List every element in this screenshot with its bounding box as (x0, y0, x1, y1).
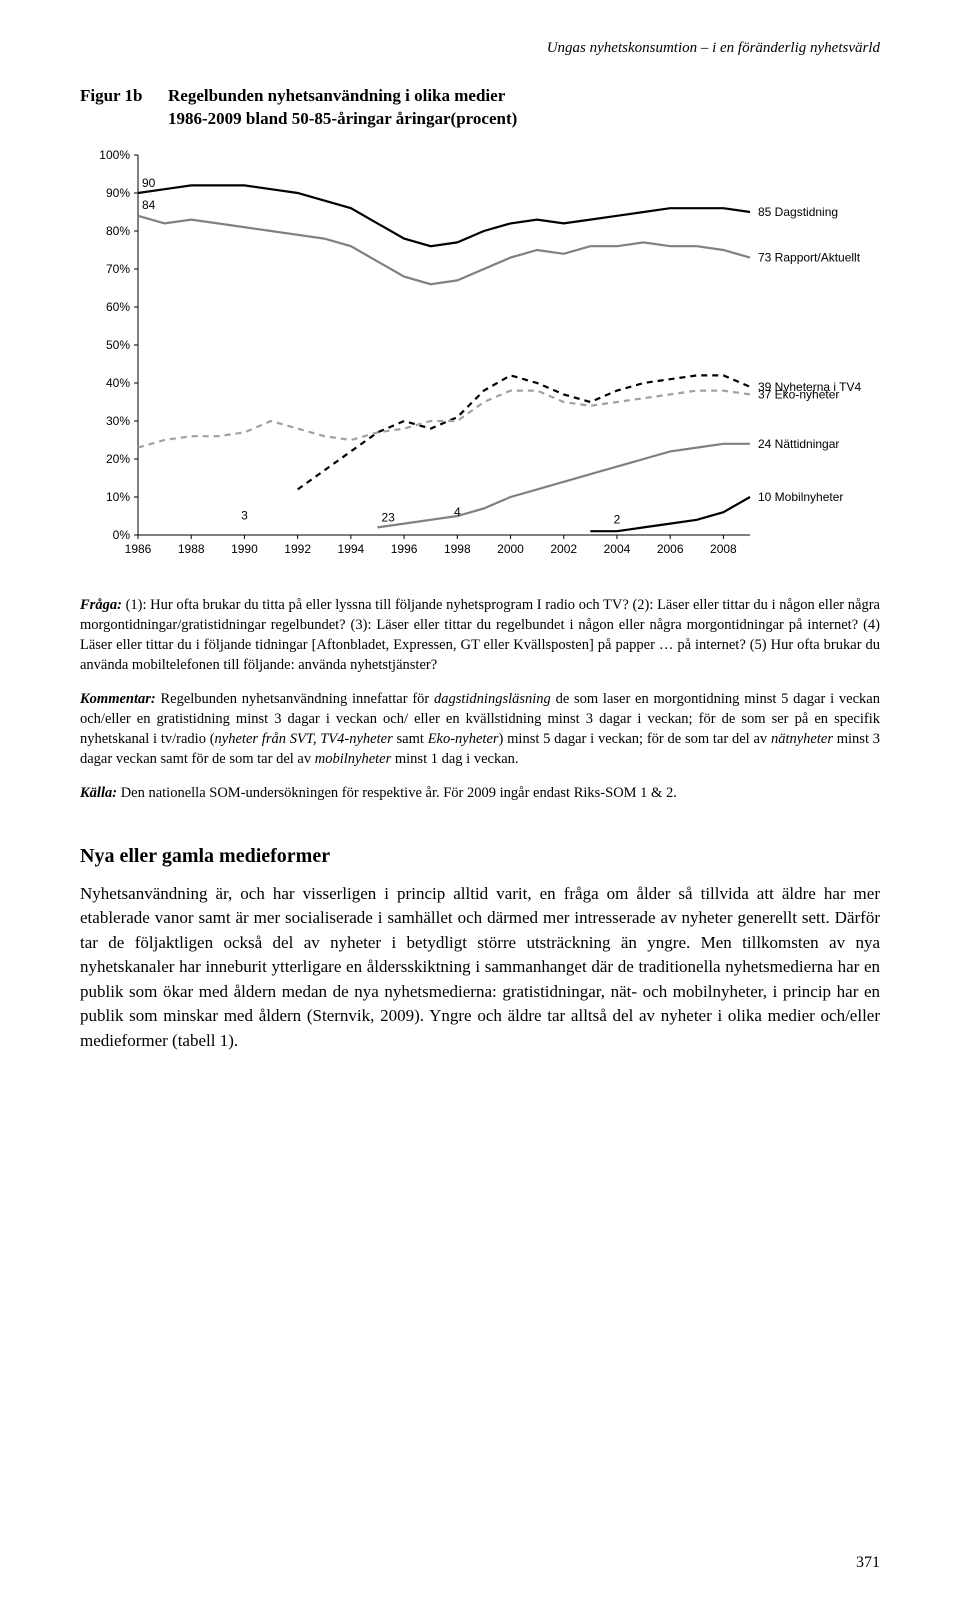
svg-text:2006: 2006 (657, 542, 684, 556)
kommentar-mid3: ) minst 5 dagar i veckan; för de som tar… (499, 731, 771, 747)
svg-text:23: 23 (381, 510, 395, 524)
svg-text:2: 2 (614, 512, 621, 526)
svg-text:2002: 2002 (550, 542, 577, 556)
svg-text:1992: 1992 (284, 542, 311, 556)
kommentar-i4: nätnyheter (771, 731, 833, 747)
svg-text:1998: 1998 (444, 542, 471, 556)
svg-text:1994: 1994 (338, 542, 365, 556)
svg-text:50%: 50% (106, 338, 130, 352)
line-chart: 0% 10% 20% 30% 40% 50% 60% 70% 80% 90% 100% 1986 198… (80, 145, 880, 575)
body-paragraph: Nyhetsanvändning är, och har visserligen… (80, 882, 880, 1053)
kommentar-pre: Regelbunden nyhetsanvändning innefattar … (156, 691, 434, 707)
kommentar-i3: Eko-nyheter (428, 731, 499, 747)
kommentar-i1: dagstidningsläsning (434, 691, 551, 707)
svg-text:90: 90 (142, 176, 156, 190)
svg-text:2000: 2000 (497, 542, 524, 556)
figure-title-line2: 1986-2009 bland 50-85-åringar åringar(pr… (168, 109, 517, 128)
svg-text:1996: 1996 (391, 542, 418, 556)
svg-text:40%: 40% (106, 376, 130, 390)
fraga-lead: Fråga: (80, 597, 122, 613)
svg-text:0%: 0% (113, 528, 131, 542)
svg-text:24 Nättidningar: 24 Nättidningar (758, 437, 839, 451)
svg-text:90%: 90% (106, 186, 130, 200)
svg-text:1990: 1990 (231, 542, 258, 556)
svg-text:80%: 80% (106, 224, 130, 238)
svg-text:37 Eko-nyheter: 37 Eko-nyheter (758, 387, 839, 401)
svg-text:4: 4 (454, 505, 461, 519)
figure-caption: Figur 1b Regelbunden nyhetsanvändning i … (80, 85, 880, 131)
svg-text:10 Mobilnyheter: 10 Mobilnyheter (758, 490, 843, 504)
svg-text:10%: 10% (106, 490, 130, 504)
running-head: Ungas nyhetskonsumtion – i en föränderli… (80, 40, 880, 57)
kommentar-post: minst 1 dag i veckan. (391, 751, 518, 767)
svg-text:30%: 30% (106, 414, 130, 428)
page-number: 371 (856, 1554, 880, 1572)
svg-text:73 Rapport/Aktuellt: 73 Rapport/Aktuellt (758, 250, 861, 264)
svg-text:1986: 1986 (125, 542, 152, 556)
section-heading: Nya eller gamla medieformer (80, 845, 880, 868)
svg-text:3: 3 (241, 508, 248, 522)
kommentar-i2: nyheter från SVT, TV4-nyheter (215, 731, 393, 747)
kalla-lead: Källa: (80, 785, 117, 801)
kalla-text: Den nationella SOM-undersökningen för re… (117, 785, 677, 801)
svg-text:60%: 60% (106, 300, 130, 314)
svg-text:20%: 20% (106, 452, 130, 466)
kalla-block: Källa: Den nationella SOM-undersökningen… (80, 783, 880, 803)
fraga-block: Fråga: (1): Hur ofta brukar du titta på … (80, 595, 880, 675)
figure-label: Figur 1b (80, 85, 168, 131)
kommentar-lead: Kommentar: (80, 691, 156, 707)
svg-text:84: 84 (142, 198, 156, 212)
svg-text:100%: 100% (99, 148, 130, 162)
svg-text:70%: 70% (106, 262, 130, 276)
svg-text:1988: 1988 (178, 542, 205, 556)
fraga-text: (1): Hur ofta brukar du titta på eller l… (80, 597, 880, 673)
svg-text:2004: 2004 (604, 542, 631, 556)
svg-text:85 Dagstidning: 85 Dagstidning (758, 205, 838, 219)
figure-title-line1: Regelbunden nyhetsanvändning i olika med… (168, 86, 505, 105)
kommentar-i5: mobilnyheter (315, 751, 392, 767)
svg-text:2008: 2008 (710, 542, 737, 556)
kommentar-block: Kommentar: Regelbunden nyhetsanvändning … (80, 689, 880, 769)
kommentar-mid2: samt (393, 731, 428, 747)
figure-title: Regelbunden nyhetsanvändning i olika med… (168, 85, 880, 131)
